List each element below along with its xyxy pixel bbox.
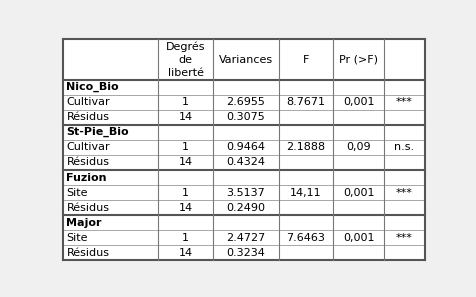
Text: 14: 14 <box>178 157 193 168</box>
Text: 0.4324: 0.4324 <box>226 157 265 168</box>
Text: Fuzion: Fuzion <box>67 173 107 183</box>
Text: Résidus: Résidus <box>67 112 109 122</box>
Text: F: F <box>303 55 309 64</box>
Text: Cultivar: Cultivar <box>67 97 110 107</box>
Text: n.s.: n.s. <box>395 142 415 152</box>
Text: 3.5137: 3.5137 <box>227 188 265 198</box>
Text: ***: *** <box>396 233 413 243</box>
Text: Site: Site <box>67 188 88 198</box>
Text: 14,11: 14,11 <box>290 188 322 198</box>
Text: 0,001: 0,001 <box>343 233 375 243</box>
Text: 0.3234: 0.3234 <box>226 248 265 258</box>
Text: Résidus: Résidus <box>67 248 109 258</box>
Text: 2.4727: 2.4727 <box>226 233 266 243</box>
Text: 0.3075: 0.3075 <box>227 112 265 122</box>
Text: 0,09: 0,09 <box>347 142 371 152</box>
Text: St-Pie_Bio: St-Pie_Bio <box>67 127 129 138</box>
Text: 1: 1 <box>182 97 189 107</box>
Text: Nico_Bio: Nico_Bio <box>67 82 119 92</box>
Text: Major: Major <box>67 218 102 228</box>
Text: ***: *** <box>396 97 413 107</box>
Text: 0,001: 0,001 <box>343 188 375 198</box>
Text: 0.9464: 0.9464 <box>226 142 265 152</box>
Text: Degrés
de
liberté: Degrés de liberté <box>166 41 205 78</box>
Text: 2.1888: 2.1888 <box>287 142 326 152</box>
Text: Résidus: Résidus <box>67 203 109 213</box>
Text: 2.6955: 2.6955 <box>226 97 265 107</box>
Text: Cultivar: Cultivar <box>67 142 110 152</box>
Text: 1: 1 <box>182 142 189 152</box>
Text: 8.7671: 8.7671 <box>287 97 326 107</box>
Text: 7.6463: 7.6463 <box>287 233 326 243</box>
Text: 14: 14 <box>178 248 193 258</box>
Text: ***: *** <box>396 188 413 198</box>
Text: 1: 1 <box>182 233 189 243</box>
Text: Pr (>F): Pr (>F) <box>339 55 378 64</box>
Text: Résidus: Résidus <box>67 157 109 168</box>
Text: Variances: Variances <box>218 55 273 64</box>
Text: 14: 14 <box>178 203 193 213</box>
Text: 1: 1 <box>182 188 189 198</box>
Text: 0,001: 0,001 <box>343 97 375 107</box>
Text: 0.2490: 0.2490 <box>226 203 265 213</box>
Text: Site: Site <box>67 233 88 243</box>
Text: 14: 14 <box>178 112 193 122</box>
